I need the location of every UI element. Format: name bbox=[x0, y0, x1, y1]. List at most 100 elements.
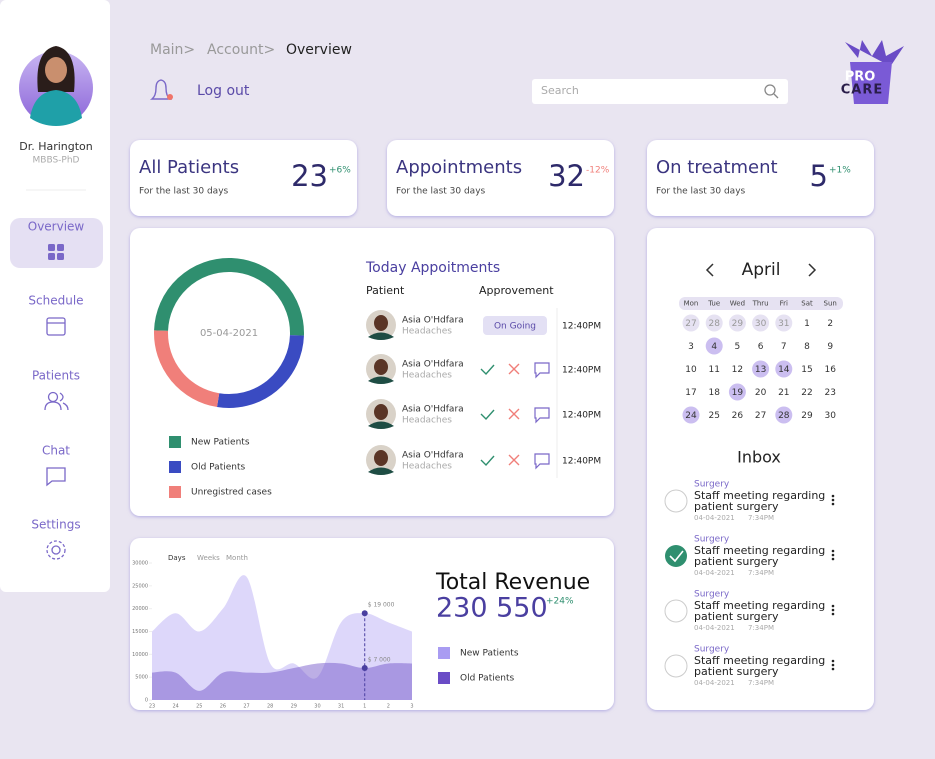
check-box[interactable] bbox=[664, 654, 688, 678]
chart-tab[interactable]: Month bbox=[226, 554, 248, 562]
x-tick-label: 29 bbox=[291, 704, 297, 710]
calendar-day[interactable]: 20 bbox=[755, 388, 767, 398]
weekday: Mon bbox=[684, 300, 699, 308]
doctor-degree: MBBS-PhD bbox=[33, 156, 80, 166]
chart-tab[interactable]: Weeks bbox=[197, 554, 220, 562]
inbox-time: 7:34PM bbox=[748, 514, 774, 522]
calendar-day[interactable]: 28 bbox=[778, 411, 790, 421]
next-month[interactable] bbox=[808, 263, 817, 277]
calendar-day[interactable]: 31 bbox=[778, 319, 789, 329]
calendar-day[interactable]: 13 bbox=[755, 365, 766, 375]
calendar-day[interactable]: 30 bbox=[755, 319, 767, 329]
breadcrumb[interactable]: Main> bbox=[150, 42, 195, 58]
calendar-day[interactable]: 9 bbox=[827, 342, 833, 352]
approve-icon[interactable] bbox=[480, 364, 495, 376]
reject-icon[interactable] bbox=[508, 363, 520, 375]
reject-icon[interactable] bbox=[508, 408, 520, 420]
nav-item[interactable]: Patients bbox=[32, 369, 80, 383]
inbox-text: Staff meeting regarding patient surgery bbox=[694, 544, 825, 568]
check-box[interactable] bbox=[664, 599, 688, 623]
message-icon[interactable] bbox=[534, 407, 550, 424]
calendar-day[interactable]: 12 bbox=[732, 365, 743, 375]
reject-icon[interactable] bbox=[508, 454, 520, 466]
more-dot[interactable] bbox=[831, 553, 835, 557]
y-tick-label: 20000 bbox=[132, 606, 148, 612]
doctor-avatar bbox=[19, 46, 93, 126]
message-icon[interactable] bbox=[534, 453, 550, 470]
more-dot[interactable] bbox=[831, 612, 835, 616]
avatar-body bbox=[368, 467, 394, 475]
legend-swatch bbox=[169, 486, 181, 498]
calendar-day[interactable]: 10 bbox=[685, 365, 697, 375]
calendar-day[interactable]: 28 bbox=[708, 319, 720, 329]
more-dot[interactable] bbox=[831, 667, 835, 671]
patient-avatar bbox=[366, 354, 396, 384]
nav-item[interactable]: Schedule bbox=[28, 294, 83, 308]
calendar-day[interactable]: 23 bbox=[824, 388, 835, 398]
nav-item[interactable]: Chat bbox=[42, 444, 70, 458]
logout[interactable]: Log out bbox=[197, 83, 250, 99]
weekday: Thru bbox=[752, 300, 769, 308]
status-button[interactable] bbox=[483, 316, 547, 335]
more-dot[interactable] bbox=[831, 494, 835, 498]
annotation-label: $ 19 000 bbox=[368, 602, 395, 609]
bell-icon[interactable] bbox=[149, 79, 173, 100]
check-done[interactable] bbox=[665, 545, 687, 567]
inbox-category: Surgery bbox=[694, 480, 730, 490]
calendar-day[interactable]: 17 bbox=[685, 388, 696, 398]
message-icon[interactable] bbox=[534, 362, 550, 379]
calendar-day[interactable]: 21 bbox=[778, 388, 789, 398]
patient-avatar bbox=[366, 399, 396, 429]
calendar-day[interactable]: 27 bbox=[755, 411, 766, 421]
approve-icon[interactable] bbox=[480, 409, 495, 421]
calendar-day[interactable]: 1 bbox=[804, 319, 810, 329]
calendar-day[interactable]: 19 bbox=[732, 388, 744, 398]
check-box[interactable] bbox=[664, 489, 688, 513]
calendar-day[interactable]: 24 bbox=[685, 411, 697, 421]
more-dot[interactable] bbox=[831, 549, 835, 553]
breadcrumb[interactable]: Account> bbox=[207, 42, 275, 58]
stat-value: 32 bbox=[548, 159, 585, 193]
calendar-day[interactable]: 30 bbox=[824, 411, 836, 421]
y-tick-label: 25000 bbox=[132, 583, 148, 589]
nav-item[interactable]: Overview bbox=[28, 220, 85, 234]
calendar-day[interactable]: 6 bbox=[758, 342, 764, 352]
more-dot[interactable] bbox=[831, 557, 835, 561]
calendar-day[interactable]: 4 bbox=[711, 342, 717, 352]
search-box[interactable] bbox=[532, 79, 788, 104]
calendar-day[interactable]: 29 bbox=[801, 411, 813, 421]
calendar-day[interactable]: 25 bbox=[708, 411, 719, 421]
x-tick-label: 25 bbox=[196, 704, 202, 710]
calendar-day[interactable]: 2 bbox=[827, 319, 833, 329]
stat-subtitle: For the last 30 days bbox=[139, 187, 229, 197]
more-dot[interactable] bbox=[831, 502, 835, 506]
calendar-day[interactable]: 27 bbox=[685, 319, 696, 329]
chart-tab[interactable]: Days bbox=[168, 554, 186, 562]
breadcrumb[interactable]: Overview bbox=[286, 42, 352, 58]
revenue-title: Total Revenue bbox=[435, 570, 590, 595]
inbox-text: Staff meeting regarding patient surgery bbox=[694, 654, 825, 678]
stat-subtitle: For the last 30 days bbox=[656, 187, 746, 197]
more-dot[interactable] bbox=[831, 498, 835, 502]
calendar-day[interactable]: 18 bbox=[708, 388, 720, 398]
calendar-day[interactable]: 14 bbox=[778, 365, 790, 375]
prev-month[interactable] bbox=[705, 263, 714, 277]
calendar-day[interactable]: 8 bbox=[804, 342, 810, 352]
more-dot[interactable] bbox=[831, 659, 835, 663]
more-dot[interactable] bbox=[831, 608, 835, 612]
calendar-day[interactable]: 3 bbox=[688, 342, 694, 352]
calendar-day[interactable]: 11 bbox=[708, 365, 719, 375]
calendar-day[interactable]: 16 bbox=[824, 365, 836, 375]
approve-icon[interactable] bbox=[480, 455, 495, 467]
calendar-day[interactable]: 15 bbox=[801, 365, 812, 375]
more-dot[interactable] bbox=[831, 663, 835, 667]
calendar-day[interactable]: 29 bbox=[732, 319, 744, 329]
nav-item[interactable]: Settings bbox=[31, 518, 80, 532]
calendar-day[interactable]: 7 bbox=[781, 342, 787, 352]
stat-value: 5 bbox=[810, 159, 828, 193]
column-header: Approvement bbox=[479, 284, 554, 297]
calendar-day[interactable]: 22 bbox=[801, 388, 812, 398]
calendar-day[interactable]: 26 bbox=[732, 411, 744, 421]
calendar-day[interactable]: 5 bbox=[735, 342, 741, 352]
more-dot[interactable] bbox=[831, 604, 835, 608]
